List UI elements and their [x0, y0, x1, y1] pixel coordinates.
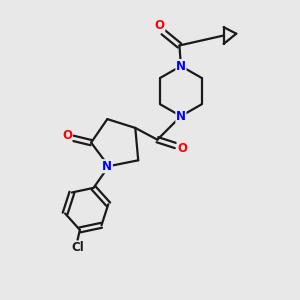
Text: O: O: [62, 129, 72, 142]
Text: O: O: [177, 142, 187, 155]
Text: N: N: [176, 110, 186, 123]
Text: O: O: [155, 19, 165, 32]
Text: N: N: [102, 160, 112, 173]
Text: N: N: [176, 60, 186, 73]
Text: Cl: Cl: [71, 241, 84, 254]
